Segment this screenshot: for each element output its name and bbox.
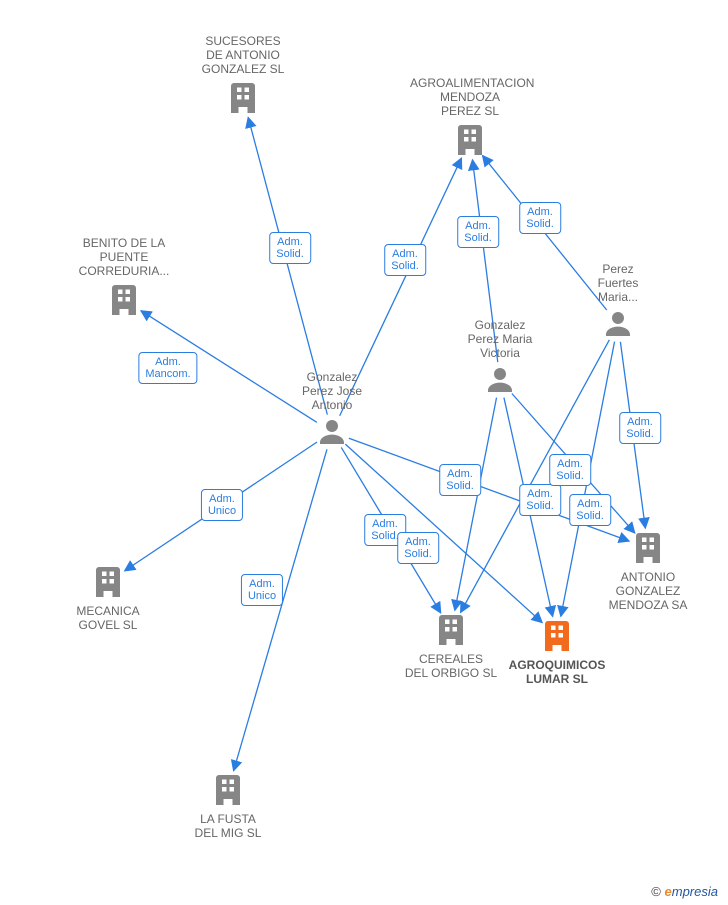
building-icon [90, 564, 126, 600]
edge-label: Adm. Solid. [519, 202, 561, 234]
person-icon [316, 416, 348, 448]
edge [620, 342, 645, 528]
edge-label: Adm. Solid. [457, 216, 499, 248]
edge [455, 398, 497, 611]
edge [345, 444, 542, 622]
copyright-symbol: © [651, 884, 661, 899]
node-label: MECANICA GOVEL SL [48, 604, 168, 632]
edge-label: Adm. Solid. [384, 244, 426, 276]
edge [341, 447, 440, 612]
edge-label: Adm. Solid. [439, 464, 481, 496]
edge-label: Adm. Solid. [519, 484, 561, 516]
building-icon [452, 122, 488, 158]
edge-label: Adm. Solid. [569, 494, 611, 526]
node-label: Gonzalez Perez Maria Victoria [440, 318, 560, 360]
edge [234, 449, 327, 771]
edge [125, 442, 317, 571]
copyright-brand-rest: mpresia [672, 884, 718, 899]
building-icon [106, 282, 142, 318]
building-icon [225, 80, 261, 116]
edge [349, 438, 629, 541]
building-icon [630, 530, 666, 566]
edge-label: Adm. Solid. [269, 232, 311, 264]
node-label: AGROALIMENTACION MENDOZA PEREZ SL [410, 76, 530, 118]
edge-label: Adm. Unico [241, 574, 283, 606]
node-label: CEREALES DEL ORBIGO SL [391, 652, 511, 680]
edges-layer [0, 0, 728, 905]
network-diagram: © empresia SUCESORES DE ANTONIO GONZALEZ… [0, 0, 728, 905]
copyright: © empresia [651, 884, 718, 899]
edge [504, 398, 553, 617]
edge [512, 394, 635, 533]
building-icon [210, 772, 246, 808]
node-label: AGROQUIMICOS LUMAR SL [497, 658, 617, 686]
node-label: Gonzalez Perez Jose Antonio [272, 370, 392, 412]
edge-label: Adm. Unico [201, 489, 243, 521]
node-label: ANTONIO GONZALEZ MENDOZA SA [588, 570, 708, 612]
edge-label: Adm. Solid. [397, 532, 439, 564]
node-label: BENITO DE LA PUENTE CORREDURIA... [64, 236, 184, 278]
person-icon [484, 364, 516, 396]
edge-label: Adm. Solid. [549, 454, 591, 486]
edge-label: Adm. Solid. [364, 514, 406, 546]
building-icon [539, 618, 575, 654]
person-icon [602, 308, 634, 340]
edge-label: Adm. Mancom. [138, 352, 197, 384]
building-icon [433, 612, 469, 648]
copyright-brand-first: e [665, 884, 672, 899]
node-label: LA FUSTA DEL MIG SL [168, 812, 288, 840]
edge-label: Adm. Solid. [619, 412, 661, 444]
node-label: SUCESORES DE ANTONIO GONZALEZ SL [183, 34, 303, 76]
node-label: Perez Fuertes Maria... [558, 262, 678, 304]
